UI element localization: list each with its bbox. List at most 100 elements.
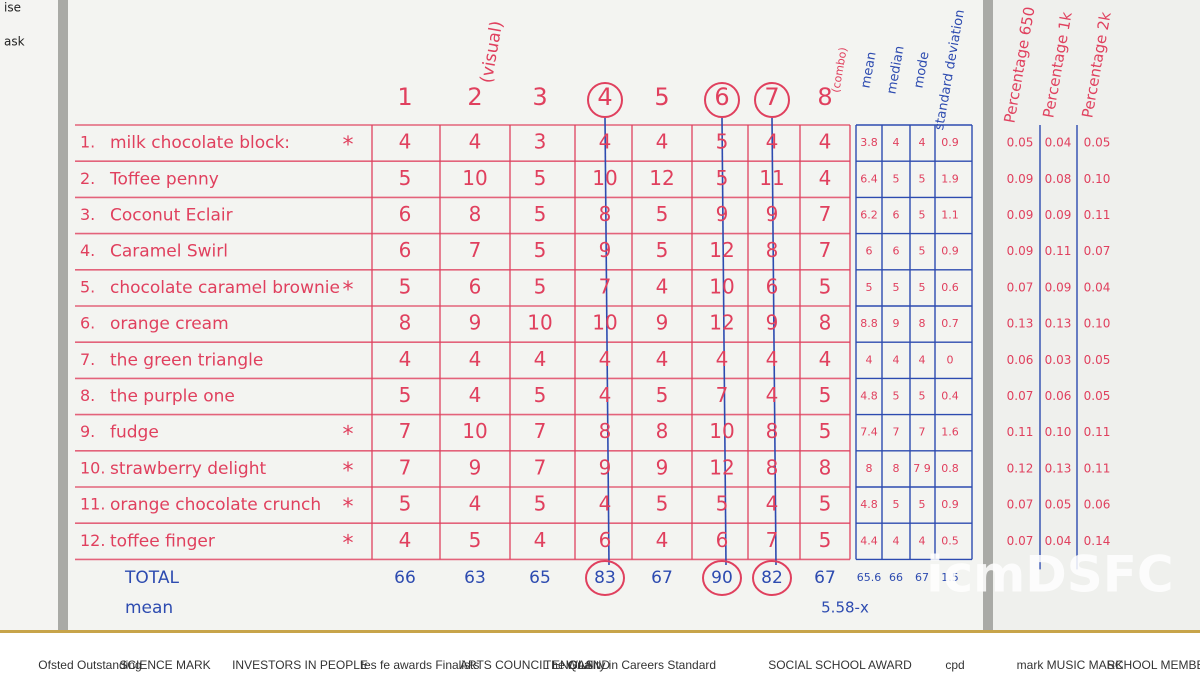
percentage-value: 0.06 bbox=[1007, 353, 1034, 367]
footer-bar bbox=[0, 632, 1200, 700]
percentage-value: 0.14 bbox=[1084, 534, 1111, 548]
score: 4 bbox=[399, 347, 412, 371]
score: 5 bbox=[399, 492, 412, 516]
score: 10 bbox=[592, 166, 617, 190]
score: 10 bbox=[527, 311, 552, 335]
score: 5 bbox=[534, 383, 547, 407]
score: 3 bbox=[534, 130, 547, 154]
logo: INVESTORS IN PEOPLE bbox=[232, 658, 368, 672]
score: 4 bbox=[716, 347, 729, 371]
edge-text: ask bbox=[4, 35, 25, 49]
score: 7 bbox=[819, 238, 832, 262]
percentage-value: 0.10 bbox=[1084, 317, 1111, 331]
stat-header: mean bbox=[858, 51, 879, 90]
score: 12 bbox=[649, 166, 674, 190]
stat-value: 5 bbox=[866, 281, 873, 294]
percentage-value: 0.11 bbox=[1007, 425, 1034, 439]
total-value: 83 bbox=[594, 568, 616, 588]
score: 9 bbox=[599, 238, 612, 262]
stat-value: 4 bbox=[919, 136, 926, 149]
score: 4 bbox=[399, 528, 412, 552]
stat-value: 5 bbox=[919, 281, 926, 294]
percentage-value: 0.05 bbox=[1007, 136, 1034, 150]
stat-value: 4.4 bbox=[860, 534, 878, 547]
stat-value: 5 bbox=[919, 498, 926, 511]
score: 4 bbox=[399, 130, 412, 154]
total-stat: 66 bbox=[889, 571, 903, 584]
score: 4 bbox=[599, 383, 612, 407]
score: 8 bbox=[819, 311, 832, 335]
score: 4 bbox=[469, 130, 482, 154]
score: 8 bbox=[766, 419, 779, 443]
logo: SCIENCE MARK bbox=[119, 658, 210, 672]
logo: mark bbox=[1017, 658, 1045, 672]
header-circle bbox=[587, 82, 623, 118]
percentage-value: 0.09 bbox=[1045, 208, 1072, 222]
watermark: icmDSFC bbox=[926, 546, 1173, 604]
column-header: 8 bbox=[817, 83, 832, 111]
stat-value: 0.9 bbox=[941, 245, 959, 258]
percentage-value: 0.07 bbox=[1084, 244, 1111, 258]
logo: SCHOOL MEMBER bbox=[1107, 658, 1200, 672]
score: 4 bbox=[534, 347, 547, 371]
score: 10 bbox=[592, 311, 617, 335]
logo: The Quality in Careers Standard bbox=[544, 658, 716, 672]
logo: cpd bbox=[945, 658, 964, 672]
score: 6 bbox=[469, 274, 482, 298]
mean-label: mean bbox=[125, 598, 173, 618]
column-marker bbox=[604, 117, 610, 566]
item-name: Caramel Swirl bbox=[110, 242, 228, 262]
score: 5 bbox=[399, 274, 412, 298]
row-number: 8. bbox=[80, 386, 95, 405]
percentage-value: 0.11 bbox=[1084, 425, 1111, 439]
board-surface bbox=[68, 0, 983, 632]
logo: Ofsted Outstanding bbox=[38, 658, 141, 672]
percentage-value: 0.13 bbox=[1045, 317, 1072, 331]
score: 9 bbox=[656, 311, 669, 335]
score: 4 bbox=[656, 274, 669, 298]
score: 5 bbox=[819, 383, 832, 407]
item-name: Toffee penny bbox=[109, 169, 219, 189]
stat-value: 5 bbox=[893, 281, 900, 294]
row-number: 7. bbox=[80, 350, 95, 369]
score: 7 bbox=[399, 419, 412, 443]
logo: SOCIAL SCHOOL AWARD bbox=[768, 658, 912, 672]
percentage-value: 0.06 bbox=[1045, 389, 1072, 403]
score: 6 bbox=[766, 274, 779, 298]
total-value: 90 bbox=[711, 568, 733, 588]
row-number: 5. bbox=[80, 277, 95, 296]
total-value: 65 bbox=[529, 568, 551, 588]
score: 5 bbox=[656, 383, 669, 407]
stat-value: 0.8 bbox=[941, 462, 959, 475]
stat-value: 4 bbox=[866, 353, 873, 366]
score: 5 bbox=[716, 492, 729, 516]
stat-value: 1.9 bbox=[941, 172, 959, 185]
score: 7 bbox=[819, 202, 832, 226]
percentage-value: 0.10 bbox=[1045, 425, 1072, 439]
stat-value: 4 bbox=[919, 353, 926, 366]
board-frame bbox=[983, 0, 993, 632]
percentage-value: 0.04 bbox=[1084, 280, 1111, 294]
star: * bbox=[343, 459, 354, 484]
score: 7 bbox=[534, 455, 547, 479]
stat-value: 6 bbox=[893, 245, 900, 258]
score: 9 bbox=[766, 202, 779, 226]
column-header: 5 bbox=[654, 83, 669, 111]
score: 8 bbox=[656, 419, 669, 443]
stat-value: 0.9 bbox=[941, 498, 959, 511]
stat-value: 5 bbox=[919, 390, 926, 403]
score: 5 bbox=[656, 202, 669, 226]
stat-value: 7 9 bbox=[913, 462, 931, 475]
percentage-value: 0.05 bbox=[1084, 353, 1111, 367]
percentage-value: 0.06 bbox=[1084, 498, 1111, 512]
column-header: 4 bbox=[597, 83, 612, 111]
stat-value: 6 bbox=[866, 245, 873, 258]
percentage-value: 0.08 bbox=[1045, 172, 1072, 186]
score: 10 bbox=[709, 419, 734, 443]
total-value: 82 bbox=[761, 568, 783, 588]
score: 10 bbox=[709, 274, 734, 298]
score: 4 bbox=[819, 347, 832, 371]
total-stat: 67 bbox=[915, 571, 929, 584]
footer-rule bbox=[0, 630, 1200, 633]
score: 5 bbox=[716, 130, 729, 154]
